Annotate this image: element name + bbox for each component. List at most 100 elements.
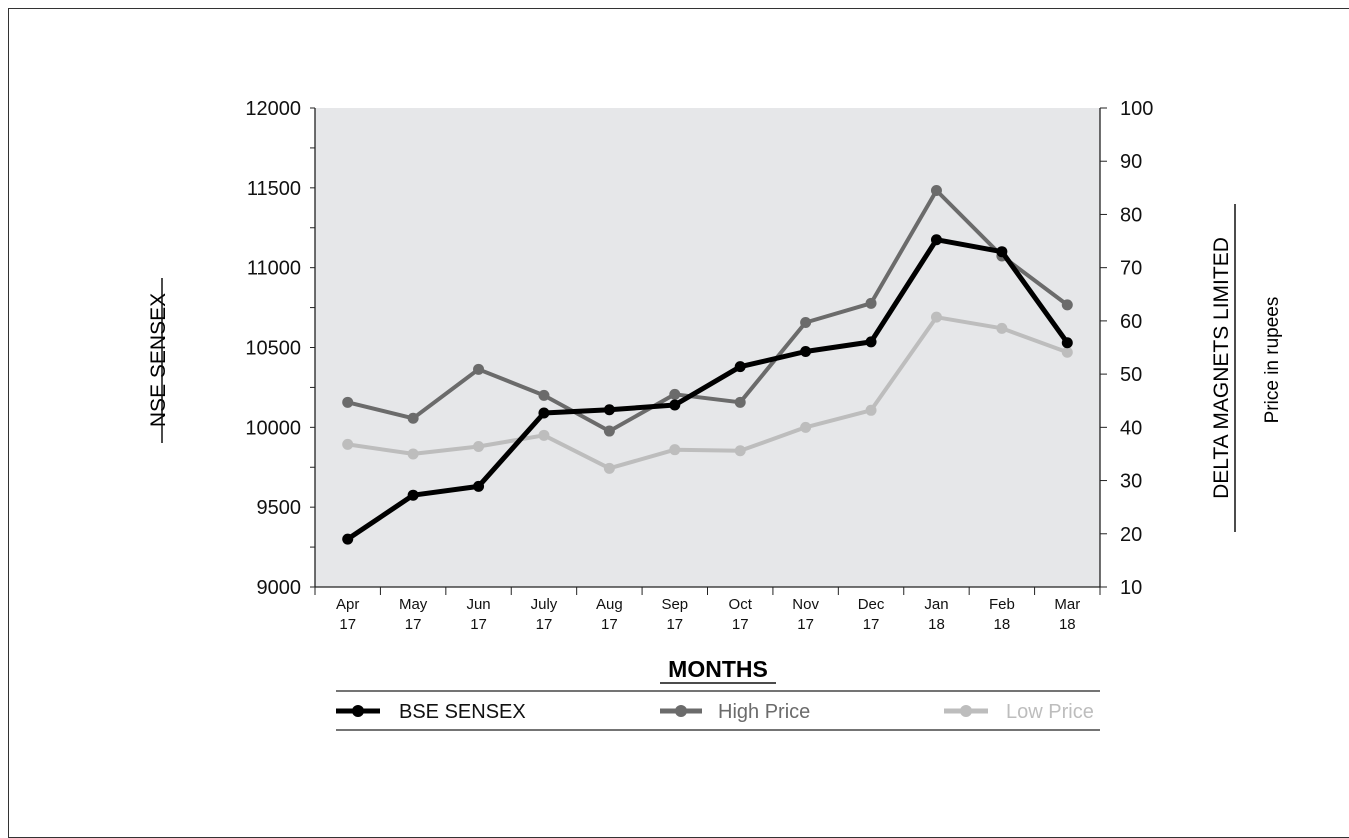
- series-point-high-price: [865, 297, 877, 309]
- x-tick-label-month: Aug: [596, 596, 623, 613]
- series-point-high-price: [603, 425, 615, 437]
- legend-label-low-price: Low Price: [1006, 701, 1094, 723]
- series-point-low-price: [669, 444, 681, 456]
- x-tick-label-year: 17: [405, 616, 422, 633]
- series-point-low-price: [342, 438, 354, 450]
- legend-label-bse-sensex: BSE SENSEX: [399, 701, 526, 723]
- series-point-low-price: [1061, 346, 1073, 358]
- left-tick-label: 10000: [245, 417, 301, 439]
- right-tick-label: 50: [1120, 364, 1142, 386]
- x-tick-label-year: 17: [470, 616, 487, 633]
- x-tick-label: Oct 17: [729, 596, 753, 633]
- series-point-low-price: [996, 322, 1008, 334]
- x-tick-label-year: 18: [1059, 616, 1076, 633]
- right-tick-label: 90: [1120, 151, 1142, 173]
- legend: BSE SENSEX High Price Low Price: [336, 701, 1094, 723]
- series-point-low-price: [734, 445, 746, 457]
- x-tick-label-year: 18: [928, 616, 945, 633]
- left-tick-label: 9500: [257, 497, 302, 519]
- series-point-bse-sensex: [734, 361, 746, 373]
- legend-label-high-price: High Price: [718, 701, 810, 723]
- x-tick-label: Aug 17: [596, 596, 623, 633]
- series-point-low-price: [473, 440, 485, 452]
- x-tick-label-month: May: [399, 596, 428, 613]
- series-point-high-price: [734, 396, 746, 408]
- x-tick-label-month: Feb: [989, 596, 1015, 613]
- x-tick-label-month: Oct: [729, 596, 753, 613]
- x-tick-label: Dec 17: [858, 596, 885, 633]
- x-tick-label: Sep 17: [661, 596, 688, 633]
- left-tick-label: 11500: [247, 178, 301, 200]
- x-tick-label-month: Mar: [1054, 596, 1080, 613]
- series-point-high-price: [473, 363, 485, 375]
- x-tick-label: Feb 18: [989, 596, 1015, 633]
- series-point-low-price: [407, 448, 419, 460]
- series-point-low-price: [603, 462, 615, 474]
- x-tick-label: May 17: [399, 596, 428, 633]
- x-axis-label: MONTHS: [668, 656, 768, 682]
- series-point-bse-sensex: [669, 399, 681, 411]
- legend-swatch-marker-bse-sensex: [352, 705, 364, 717]
- chart-frame: 12000 11500 11000 10500 10000 9500 9000 100 90 80…: [8, 8, 1349, 838]
- series-point-bse-sensex: [603, 404, 615, 416]
- x-tick-label-month: July: [531, 596, 558, 613]
- right-tick-label: 60: [1120, 311, 1142, 333]
- series-point-high-price: [407, 412, 419, 424]
- series-point-bse-sensex: [800, 345, 812, 357]
- series-point-bse-sensex: [996, 246, 1008, 258]
- x-tick-label: July 17: [531, 596, 558, 633]
- x-tick-label-month: Jun: [466, 596, 490, 613]
- series-point-bse-sensex: [407, 489, 419, 501]
- x-tick-label-year: 17: [863, 616, 880, 633]
- right-tick-label: 70: [1120, 258, 1142, 280]
- series-point-high-price: [800, 316, 812, 328]
- series-point-low-price: [930, 311, 942, 323]
- x-tick-label-year: 17: [732, 616, 749, 633]
- series-point-bse-sensex: [538, 407, 550, 419]
- x-tick-label: Apr 17: [336, 596, 359, 633]
- right-axis-sublabel: Price in rupees: [1262, 297, 1283, 424]
- right-tick-label: 20: [1120, 524, 1142, 546]
- left-axis-label: NSE SENSEX: [147, 293, 170, 427]
- series-line-bse-sensex: [346, 237, 1070, 542]
- x-tick-label-month: Apr: [336, 596, 359, 613]
- x-tick-label-year: 17: [666, 616, 683, 633]
- x-tick-label-year: 17: [536, 616, 553, 633]
- series-point-bse-sensex: [930, 234, 942, 246]
- right-axis-label: DELTA MAGNETS LIMITED: [1210, 237, 1233, 499]
- left-tick-label: 9000: [257, 577, 302, 599]
- left-tick-label: 10500: [245, 338, 301, 360]
- series-point-low-price: [538, 429, 550, 441]
- series-point-low-price: [800, 421, 812, 433]
- x-tick-label: Jun 17: [466, 596, 490, 633]
- legend-swatch-marker-low-price: [960, 705, 972, 717]
- series-point-bse-sensex: [473, 480, 485, 492]
- series-point-bse-sensex: [1061, 337, 1073, 349]
- series-point-bse-sensex: [865, 336, 877, 348]
- series-line-low-price: [347, 315, 1068, 471]
- right-tick-label: 100: [1120, 98, 1153, 120]
- right-tick-label: 30: [1120, 471, 1142, 493]
- x-tick-label: Jan 18: [924, 596, 948, 633]
- right-tick-label: 40: [1120, 417, 1142, 439]
- series-point-low-price: [865, 404, 877, 416]
- x-tick-label: Nov 17: [792, 596, 819, 633]
- left-tick-label: 12000: [245, 98, 301, 120]
- x-tick-label-year: 17: [339, 616, 356, 633]
- x-tick-label: Mar 18: [1054, 596, 1080, 633]
- x-tick-label-month: Nov: [792, 596, 819, 613]
- plot-area: [315, 108, 1100, 587]
- series-point-high-price: [669, 388, 681, 400]
- x-tick-label-year: 17: [797, 616, 814, 633]
- x-tick-label-month: Jan: [924, 596, 948, 613]
- left-tick-label: 11000: [247, 258, 301, 280]
- series-point-high-price: [538, 389, 550, 401]
- series-line-high-price: [347, 188, 1069, 434]
- legend-swatch-marker-high-price: [675, 705, 687, 717]
- series-point-high-price: [342, 396, 354, 408]
- series-point-bse-sensex: [342, 533, 354, 545]
- series-point-high-price: [930, 184, 942, 196]
- series-point-high-price: [1061, 299, 1073, 311]
- x-tick-label-month: Sep: [661, 596, 688, 613]
